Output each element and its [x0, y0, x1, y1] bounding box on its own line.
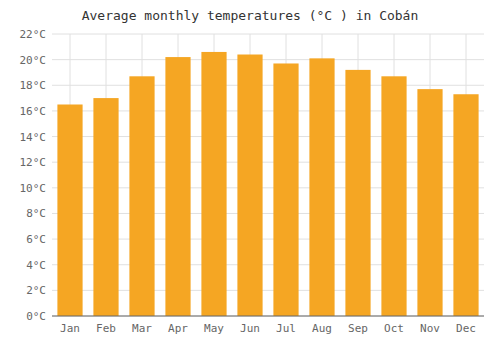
bar [129, 76, 154, 316]
bar [417, 89, 442, 316]
y-grid-line [52, 34, 484, 35]
y-tick-label: 10°C [20, 182, 47, 195]
bar [237, 55, 262, 316]
y-tick-label: 14°C [20, 131, 47, 144]
x-tick-label: Apr [168, 322, 188, 335]
x-tick-label: Jun [240, 322, 260, 335]
bar [345, 70, 370, 316]
x-axis: Jan Feb Mar Apr May Jun Jul Aug Sep Oct Nov Dec [52, 316, 484, 335]
x-tick-label: Mar [132, 322, 152, 335]
x-tick-label: Jan [60, 322, 80, 335]
grid [52, 34, 484, 316]
x-tick-label: Nov [420, 322, 440, 335]
x-tick-label: Sep [348, 322, 368, 335]
x-tick-label: May [204, 322, 224, 335]
x-tick-label: Oct [384, 322, 404, 335]
x-tick-label: Jul [276, 322, 296, 335]
bars [57, 52, 478, 316]
bar [453, 94, 478, 316]
bar [309, 58, 334, 316]
y-grid-line [52, 316, 484, 317]
bar [201, 52, 226, 316]
y-tick-label: 4°C [26, 259, 46, 272]
y-tick-label: 6°C [26, 233, 46, 246]
bar [165, 57, 190, 316]
y-tick-label: 16°C [20, 105, 47, 118]
bar [57, 105, 82, 317]
y-grid-line [52, 59, 484, 60]
y-grid-line [52, 85, 484, 86]
y-tick-label: 2°C [26, 284, 46, 297]
y-tick-label: 18°C [20, 79, 47, 92]
x-tick-label: Feb [96, 322, 116, 335]
y-tick-label: 0°C [26, 310, 46, 323]
bar [273, 63, 298, 316]
y-tick-label: 22°C [20, 28, 47, 41]
bar [381, 76, 406, 316]
x-tick-label: Dec [456, 322, 476, 335]
x-tick-label: Aug [312, 322, 332, 335]
x-axis-line [52, 316, 484, 317]
y-axis: 0°C 2°C 4°C 6°C 8°C 10°C 12°C 14°C 16°C 18°C 20°C 2… [20, 28, 47, 323]
y-tick-label: 8°C [26, 207, 46, 220]
chart: Average monthly temperatures (°C ) in Co… [0, 0, 500, 350]
y-tick-label: 20°C [20, 54, 47, 67]
bar [93, 98, 118, 316]
title: Average monthly temperatures (°C ) in Co… [82, 8, 419, 23]
y-tick-label: 12°C [20, 156, 47, 169]
